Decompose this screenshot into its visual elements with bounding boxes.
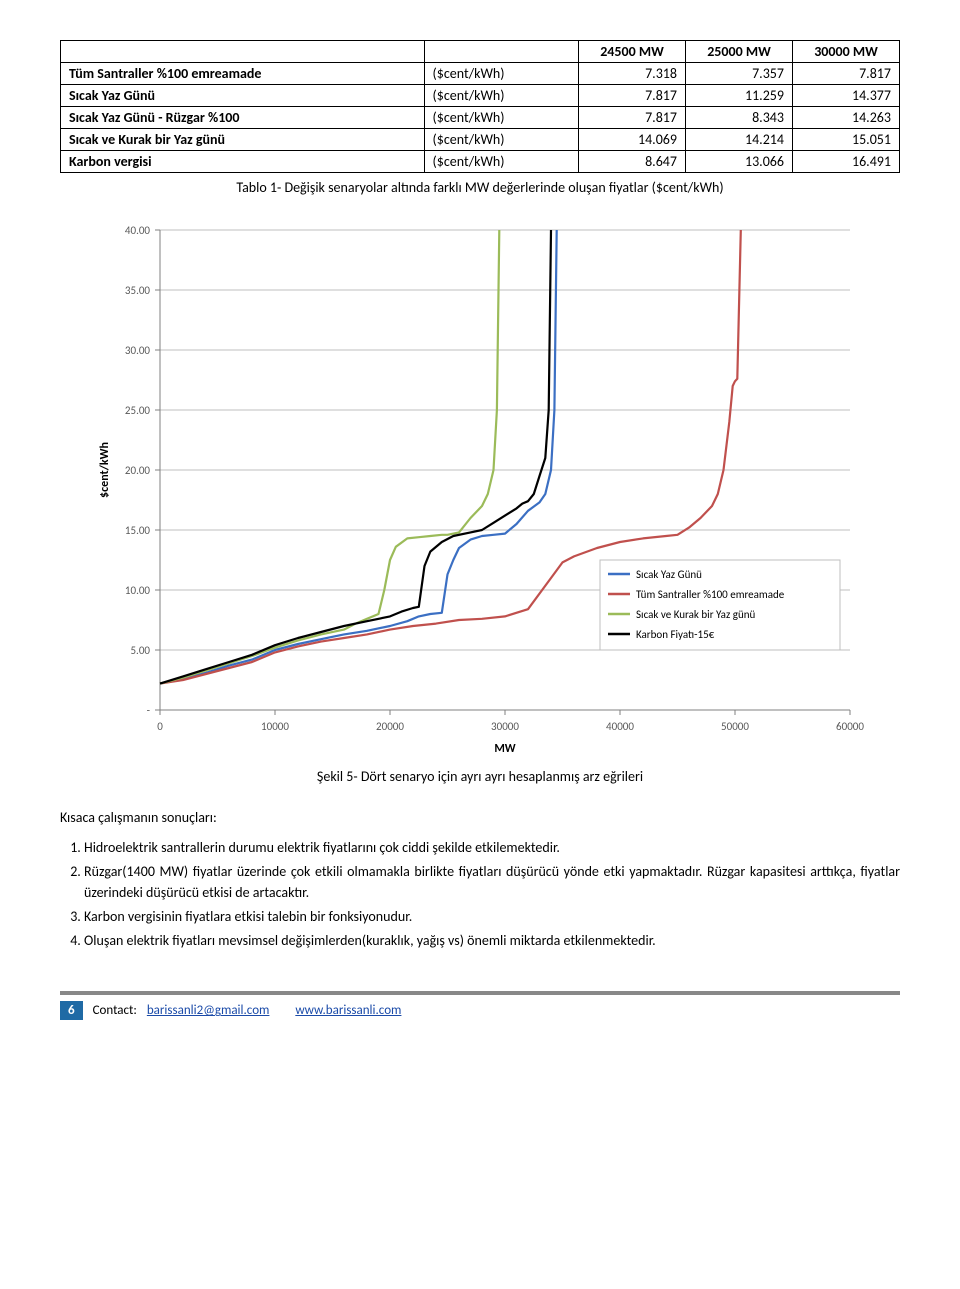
svg-text:Tüm Santraller %100 emreamade: Tüm Santraller %100 emreamade <box>636 588 785 601</box>
price-scenario-table: 24500 MW 25000 MW 30000 MW Tüm Santralle… <box>60 40 900 173</box>
list-item: Rüzgar(1400 MW) fiyatlar üzerinde çok et… <box>84 862 900 903</box>
row-unit: ($cent/kWh) <box>424 63 578 85</box>
table-row: Sıcak ve Kurak bir Yaz günü($cent/kWh)14… <box>61 129 900 151</box>
th-25000: 25000 MW <box>686 41 793 63</box>
cell-value: 7.817 <box>793 63 900 85</box>
svg-text:40000: 40000 <box>606 720 634 733</box>
cell-value: 7.817 <box>579 107 686 129</box>
row-label: Sıcak Yaz Günü - Rüzgar %100 <box>61 107 425 129</box>
svg-text:0: 0 <box>157 720 163 733</box>
list-item: Oluşan elektrik fiyatları mevsimsel deği… <box>84 931 900 951</box>
table-row: Karbon vergisi($cent/kWh)8.64713.06616.4… <box>61 151 900 173</box>
contact-site-link[interactable]: www.barissanli.com <box>295 1003 401 1018</box>
row-label: Sıcak Yaz Günü <box>61 85 425 107</box>
svg-text:Sıcak Yaz Günü: Sıcak Yaz Günü <box>636 568 702 581</box>
svg-text:40.00: 40.00 <box>125 224 151 237</box>
supply-curve-chart: - 5.00 10.00 15.00 20.00 25.00 30.00 35.00 40.00… <box>90 220 870 764</box>
row-unit: ($cent/kWh) <box>424 85 578 107</box>
svg-text:$cent/kWh: $cent/kWh <box>98 442 112 498</box>
list-item: Hidroelektrik santrallerin durumu elektr… <box>84 838 900 858</box>
row-unit: ($cent/kWh) <box>424 107 578 129</box>
table-row: Sıcak Yaz Günü - Rüzgar %100($cent/kWh)7… <box>61 107 900 129</box>
cell-value: 14.069 <box>579 129 686 151</box>
svg-text:Sıcak ve Kurak bir Yaz günü: Sıcak ve Kurak bir Yaz günü <box>636 608 756 621</box>
row-label: Karbon vergisi <box>61 151 425 173</box>
contact-email-link[interactable]: barissanli2@gmail.com <box>147 1003 270 1018</box>
cell-value: 14.263 <box>793 107 900 129</box>
table-row: Tüm Santraller %100 emreamade($cent/kWh)… <box>61 63 900 85</box>
cell-value: 7.357 <box>686 63 793 85</box>
svg-text:60000: 60000 <box>836 720 864 733</box>
cell-value: 8.647 <box>579 151 686 173</box>
table-row: Sıcak Yaz Günü($cent/kWh)7.81711.25914.3… <box>61 85 900 107</box>
list-item: Karbon vergisinin fiyatlara etkisi taleb… <box>84 907 900 927</box>
table-caption: Tablo 1- Değişik senaryolar altında fark… <box>60 179 900 196</box>
th-blank-1 <box>61 41 425 63</box>
svg-text:30000: 30000 <box>491 720 519 733</box>
page-footer: 6 Contact: barissanli2@gmail.com www.bar… <box>60 991 900 1020</box>
svg-text:10000: 10000 <box>261 720 289 733</box>
th-30000: 30000 MW <box>793 41 900 63</box>
row-label: Tüm Santraller %100 emreamade <box>61 63 425 85</box>
cell-value: 11.259 <box>686 85 793 107</box>
contact-label: Contact: <box>93 1003 137 1018</box>
results-list: Hidroelektrik santrallerin durumu elektr… <box>84 838 900 951</box>
row-unit: ($cent/kWh) <box>424 129 578 151</box>
cell-value: 8.343 <box>686 107 793 129</box>
cell-value: 13.066 <box>686 151 793 173</box>
svg-text:15.00: 15.00 <box>125 524 151 537</box>
page-number: 6 <box>60 1001 83 1020</box>
svg-text:35.00: 35.00 <box>125 284 151 297</box>
svg-text:30.00: 30.00 <box>125 344 151 357</box>
cell-value: 15.051 <box>793 129 900 151</box>
cell-value: 16.491 <box>793 151 900 173</box>
svg-text:10.00: 10.00 <box>125 584 151 597</box>
th-24500: 24500 MW <box>579 41 686 63</box>
table-header-row: 24500 MW 25000 MW 30000 MW <box>61 41 900 63</box>
row-unit: ($cent/kWh) <box>424 151 578 173</box>
svg-text:20.00: 20.00 <box>125 464 151 477</box>
results-heading: Kısaca çalışmanın sonuçları: <box>60 809 900 826</box>
chart-caption: Şekil 5- Dört senaryo için ayrı ayrı hes… <box>60 768 900 785</box>
svg-text:Karbon Fiyatı-15€: Karbon Fiyatı-15€ <box>636 628 715 641</box>
row-label: Sıcak ve Kurak bir Yaz günü <box>61 129 425 151</box>
svg-text:25.00: 25.00 <box>125 404 151 417</box>
cell-value: 14.214 <box>686 129 793 151</box>
svg-text:5.00: 5.00 <box>130 644 150 657</box>
svg-text:-: - <box>147 704 150 717</box>
cell-value: 7.817 <box>579 85 686 107</box>
svg-text:MW: MW <box>494 742 515 756</box>
svg-text:50000: 50000 <box>721 720 749 733</box>
cell-value: 7.318 <box>579 63 686 85</box>
th-blank-2 <box>424 41 578 63</box>
cell-value: 14.377 <box>793 85 900 107</box>
svg-text:20000: 20000 <box>376 720 404 733</box>
